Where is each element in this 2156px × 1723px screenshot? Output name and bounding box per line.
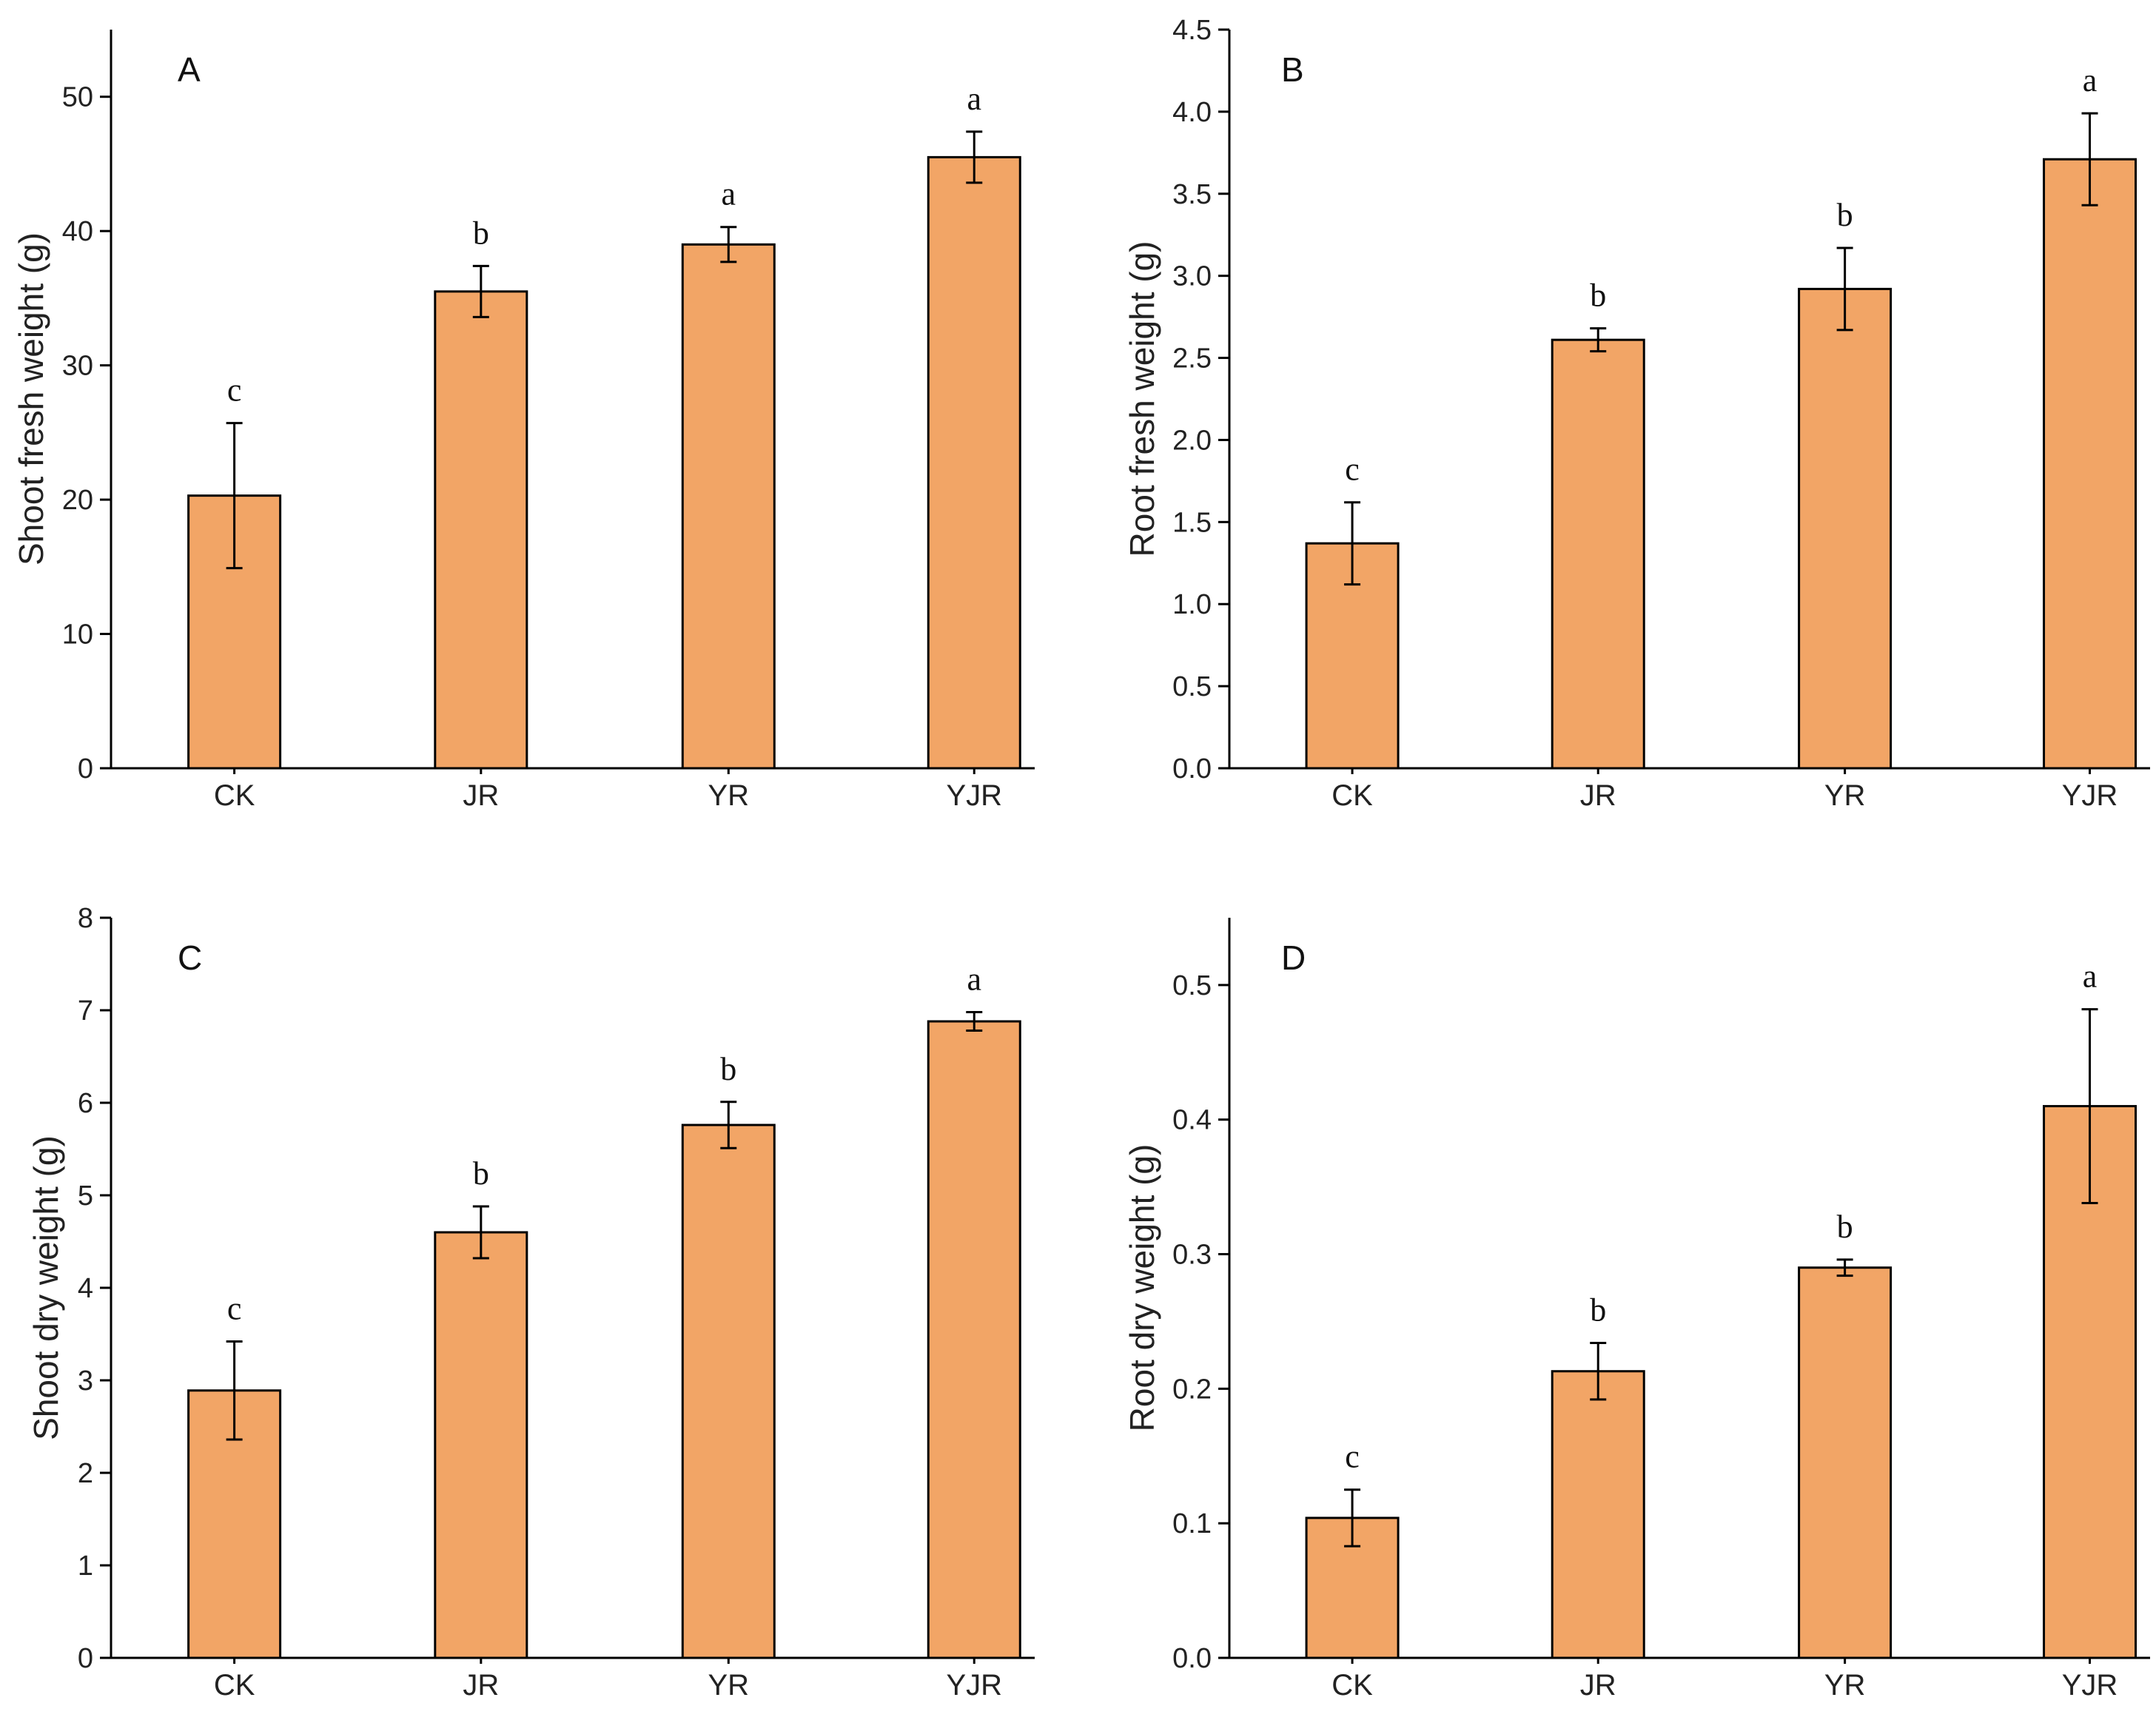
x-tick-label: YJR (946, 779, 1002, 812)
y-tick-label: 0.0 (1172, 1643, 1212, 1674)
x-tick-label: JR (463, 779, 499, 812)
y-tick-label: 8 (78, 903, 93, 934)
y-tick-label: 7 (78, 995, 93, 1027)
y-tick-label: 3 (78, 1366, 93, 1397)
y-tick-label: 2.5 (1172, 343, 1212, 375)
y-tick-label: 5 (78, 1180, 93, 1212)
bar-jr (1551, 338, 1645, 770)
y-tick-label: 0 (78, 1643, 93, 1674)
x-tick-label: YJR (2062, 779, 2118, 812)
x-tick-label: YR (708, 779, 749, 812)
panel-label: A (178, 50, 201, 89)
y-tick-label: 0.3 (1172, 1240, 1212, 1271)
y-tick-label: 2.0 (1172, 425, 1212, 456)
significance-letter: c (1345, 451, 1360, 488)
y-tick-label: 0.1 (1172, 1508, 1212, 1539)
significance-letter: b (473, 1155, 489, 1192)
y-tick-label: 4.5 (1172, 15, 1212, 46)
bar-yr (681, 243, 776, 770)
x-tick-label: JR (1580, 1669, 1616, 1702)
significance-letter: b (473, 215, 489, 251)
panel-label: C (178, 938, 202, 977)
significance-letter: c (227, 1291, 242, 1327)
bar-yr (681, 1124, 776, 1659)
y-tick-label: 3.5 (1172, 179, 1212, 210)
y-tick-label: 10 (62, 619, 93, 651)
x-tick-label: CK (1331, 779, 1373, 812)
x-tick-label: YJR (946, 1669, 1002, 1702)
significance-letter: a (967, 961, 981, 998)
significance-letter: a (2083, 62, 2098, 98)
x-tick-label: JR (1580, 779, 1616, 812)
chart-panel-d: 0.0 0.1 0.2 0.3 0.4 0.5 Root dry weight (g) Dc C… (1123, 918, 2150, 1702)
y-tick-label: 6 (78, 1088, 93, 1119)
y-tick-label: 30 (62, 351, 93, 382)
significance-letter: c (227, 372, 242, 409)
bar-jr (434, 1231, 528, 1659)
x-tick-label: CK (1331, 1669, 1373, 1702)
significance-letter: b (1837, 197, 1853, 233)
x-tick-label: YR (708, 1669, 749, 1702)
bar-yr (1798, 287, 1893, 770)
y-tick-label: 0.4 (1172, 1105, 1212, 1136)
bar-yjr (2043, 158, 2137, 770)
bar-yr (1798, 1266, 1893, 1659)
y-tick-label: 1.0 (1172, 589, 1212, 620)
x-tick-label: CK (214, 1669, 255, 1702)
x-tick-label: YR (1824, 779, 1866, 812)
y-axis-title: Shoot fresh weight (g) (12, 232, 50, 565)
y-tick-label: 4 (78, 1273, 93, 1304)
bar-jr (434, 290, 528, 770)
significance-letter: b (1590, 1292, 1606, 1329)
chart-panel-a: 0 10 20 30 40 50 Shoot fresh weight (g) Ac CK b JR… (12, 30, 1035, 812)
y-tick-label: 0.5 (1172, 970, 1212, 1001)
chart-panel-b: 0.0 0.5 1.0 1.5 2.0 2.5 3.0 3.5 4.0 4.5 Root fresh… (1123, 15, 2150, 812)
significance-letter: b (720, 1051, 736, 1087)
x-tick-label: YR (1824, 1669, 1866, 1702)
y-tick-label: 3.0 (1172, 261, 1212, 292)
chart-panel-c: 0 1 2 3 4 5 6 7 8 Shoot dry weight (g) Cc CK b JR b YR a… (27, 903, 1035, 1702)
y-axis-title: Root fresh weight (g) (1123, 241, 1161, 557)
significance-letter: b (1590, 278, 1606, 314)
y-tick-label: 1.5 (1172, 507, 1212, 538)
x-tick-label: YJR (2062, 1669, 2118, 1702)
significance-letter: c (1345, 1439, 1360, 1475)
significance-letter: a (967, 81, 981, 117)
y-tick-label: 40 (62, 216, 93, 247)
x-tick-label: JR (463, 1669, 499, 1702)
significance-letter: a (722, 176, 736, 212)
y-tick-label: 0.2 (1172, 1374, 1212, 1405)
y-tick-label: 0.0 (1172, 753, 1212, 785)
x-tick-label: CK (214, 779, 255, 812)
bar-yjr (927, 155, 1021, 770)
panel-label: D (1281, 938, 1306, 977)
panel-label: B (1281, 50, 1304, 89)
y-tick-label: 0 (78, 753, 93, 785)
bar-jr (1551, 1370, 1645, 1659)
y-tick-label: 4.0 (1172, 97, 1212, 128)
y-tick-label: 0.5 (1172, 671, 1212, 702)
y-tick-label: 50 (62, 82, 93, 113)
y-tick-label: 2 (78, 1458, 93, 1489)
y-tick-label: 20 (62, 485, 93, 516)
significance-letter: b (1837, 1209, 1853, 1245)
y-axis-title: Shoot dry weight (g) (27, 1135, 65, 1440)
significance-letter: a (2083, 958, 2098, 995)
bar-yjr (927, 1020, 1021, 1659)
y-axis-title: Root dry weight (g) (1123, 1144, 1161, 1432)
y-tick-label: 1 (78, 1551, 93, 1582)
